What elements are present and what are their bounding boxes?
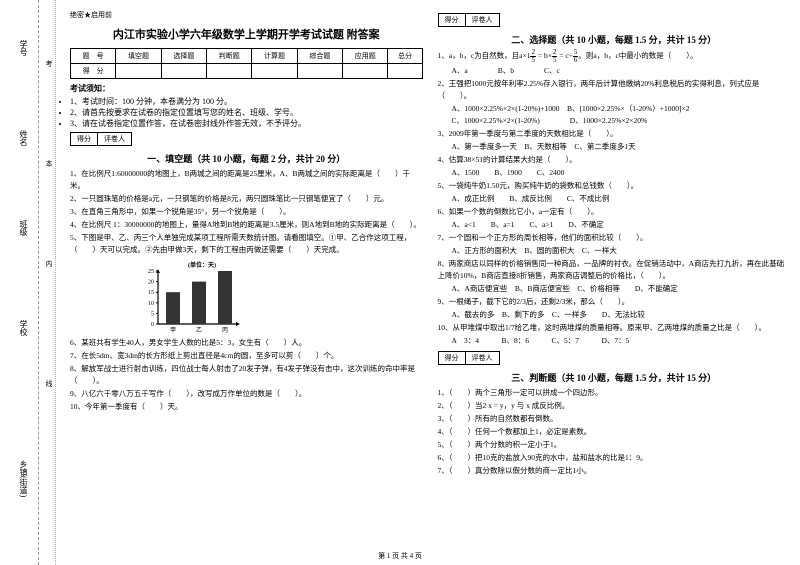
svg-text:20: 20 bbox=[148, 280, 154, 286]
opts: A、正方形的面积大 B、圆的面积大 C、一样大 bbox=[452, 245, 791, 257]
q: 4、估算38×51的计算结果大约是（ ）。 bbox=[438, 154, 791, 166]
q: 9、八亿六千零八万五千写作（ ），改写成万作单位的数是（ ）。 bbox=[70, 388, 423, 400]
seal-char: 本 bbox=[44, 160, 54, 167]
notice-item: 3、请在试卷指定位置作答，在试卷密封线外作答无效，不予评分。 bbox=[70, 118, 423, 129]
exam-title: 内江市实验小学六年级数学上学期开学考试试题 附答案 bbox=[70, 26, 423, 42]
q: 10、从甲堆煤中取出1/7给乙堆，这时两堆煤的质量相等。原来甲、乙两堆煤的质量之… bbox=[438, 322, 791, 334]
margin-label: 姓名 bbox=[18, 130, 29, 146]
q: 2、（ ）当2 x = y，y 与 x 成反比例。 bbox=[438, 400, 791, 412]
opts: A、A商店便宜些 B、B商店便宜些 C、价格相等 D、不能确定 bbox=[452, 283, 791, 295]
q: 7、（ ）真分数除以假分数的商一定比1小。 bbox=[438, 465, 791, 477]
q: 8、解放军战士进行射击训练，四位战士每人射击了20发子弹，有4发子弹没有击中，这… bbox=[70, 363, 423, 387]
q: 3、2009年第一季度与第二季度的天数相比是（ ）。 bbox=[438, 128, 791, 140]
page-footer: 第 1 页 共 4 页 bbox=[0, 551, 800, 561]
score-header-row: 题 号 填空题 选择题 判断题 计算题 综合题 应用题 总分 bbox=[71, 49, 423, 64]
q: 7、在长5dm、宽3dm的长方形纸上剪出直径是4cm的圆，至多可以剪（ ）个。 bbox=[70, 350, 423, 362]
svg-text:5: 5 bbox=[151, 311, 154, 317]
q: 8、两家商店以同样的价格销售同一种商品，一品牌的衬衣。在促销活动中，A商店先打九… bbox=[438, 258, 791, 282]
fold-line bbox=[38, 0, 39, 565]
score-label: 得分 bbox=[71, 133, 98, 145]
q: 5、一袋纯牛奶1.50元，购买纯牛奶的袋数和总钱数（ ）。 bbox=[438, 180, 791, 192]
opts: A、a B、b C、c bbox=[452, 65, 791, 77]
section-1-title: 一、填空题（共 10 小题，每题 2 分，共计 20 分） bbox=[70, 152, 423, 165]
opts: A、截去的多 B、剩下的多 C、一样多 D、无法比较 bbox=[452, 309, 791, 321]
q: 10、今年第一季度有（ ）天。 bbox=[70, 401, 423, 413]
margin-label: 学校 bbox=[18, 320, 29, 336]
th: 计算题 bbox=[252, 49, 297, 64]
q: 6、某班共有学生40人，男女学生人数的比是5：3，女生有（ ）人。 bbox=[70, 337, 423, 349]
q: 5、下图是甲、乙、丙三个人单独完成某项工程所需天数统计图。请看图填空。①甲、乙合… bbox=[70, 232, 423, 256]
grader-label: 评卷人 bbox=[466, 14, 499, 26]
right-column: 得分 评卷人 二、选择题（共 10 小题，每题 1.5 分，共计 15 分） 1… bbox=[438, 10, 791, 478]
svg-text:25: 25 bbox=[148, 269, 154, 275]
q: 2、王强把1000元按年利率2.25%存入银行，两年后计算他缴纳20%利息税后的… bbox=[438, 78, 791, 102]
svg-text:(单位：天): (单位：天) bbox=[188, 261, 216, 269]
th: 填空题 bbox=[116, 49, 161, 64]
section-3-title: 三、判断题（共 10 小题，每题 1.5 分，共计 15 分） bbox=[438, 371, 791, 384]
svg-text:10: 10 bbox=[148, 301, 154, 307]
q: 4、（ ）任何一个数都加上1，必定是素数。 bbox=[438, 426, 791, 438]
opts: A、1500 B、1900 C、2400 bbox=[452, 167, 791, 179]
secret-label: 绝密★启用前 bbox=[70, 10, 423, 20]
notice-list: 1、考试时间：100 分钟，本卷满分为 100 分。 2、请首先按要求在试卷的指… bbox=[70, 96, 423, 129]
section-2-title: 二、选择题（共 10 小题，每题 1.5 分，共计 15 分） bbox=[438, 33, 791, 46]
seal-char: 线 bbox=[44, 380, 54, 387]
binding-margin: 学号 姓名 班级 学校 乡镇(街道) bbox=[8, 0, 38, 565]
notice-heading: 考试须知： bbox=[70, 83, 423, 94]
svg-text:甲: 甲 bbox=[170, 327, 176, 334]
seal-line bbox=[55, 0, 56, 565]
left-column: 绝密★启用前 内江市实验小学六年级数学上学期开学考试试题 附答案 题 号 填空题… bbox=[70, 10, 423, 478]
q: 1、（ ）两个三角形一定可以拼成一个四边形。 bbox=[438, 387, 791, 399]
score-label: 得分 bbox=[439, 352, 466, 364]
opts: A、第一季度多一天 B、天数相等 C、第二季度多1天 bbox=[452, 141, 791, 153]
td: 得 分 bbox=[71, 64, 116, 79]
notice-item: 2、请首先按要求在试卷的指定位置填写您的姓名、班级、学号。 bbox=[70, 107, 423, 118]
section-score-bar: 得分 评卷人 bbox=[438, 13, 500, 27]
bar-chart: (单位：天) 25 20 15 10 5 0 甲 乙 丙 bbox=[130, 259, 240, 334]
th: 选择题 bbox=[161, 49, 206, 64]
margin-label: 乡镇(街道) bbox=[18, 460, 29, 497]
section-score-bar: 得分 评卷人 bbox=[438, 351, 500, 365]
q: 3、（ ）所有的自然数都有倒数。 bbox=[438, 413, 791, 425]
opts: A 3：4 B、8：6 C、5：7 D、7：5 bbox=[452, 335, 791, 347]
th: 应用题 bbox=[343, 49, 388, 64]
notice-item: 1、考试时间：100 分钟，本卷满分为 100 分。 bbox=[70, 96, 423, 107]
score-table: 题 号 填空题 选择题 判断题 计算题 综合题 应用题 总分 得 分 bbox=[70, 48, 423, 79]
grader-label: 评卷人 bbox=[466, 352, 499, 364]
seal-char: 内 bbox=[44, 260, 54, 267]
q: 9、一根绳子，截下它的2/3后，还剩2/3米，那么（ ）。 bbox=[438, 296, 791, 308]
th: 题 号 bbox=[71, 49, 116, 64]
opts: A、a<1 B、a=1 C、a>1 D、不确定 bbox=[452, 219, 791, 231]
q: 1、a，b，c为自然数，且a×125 = b×25 = c÷56。则a，b，c中… bbox=[438, 49, 791, 64]
opts: A、成正比例 B、成反比例 C、不成比例 bbox=[452, 193, 791, 205]
seal-char: 考 bbox=[44, 60, 54, 67]
score-value-row: 得 分 bbox=[71, 64, 423, 79]
margin-label: 班级 bbox=[18, 220, 29, 236]
svg-text:15: 15 bbox=[148, 290, 154, 296]
q: 6、如果一个数的倒数比它小，a一定有（ ）。 bbox=[438, 206, 791, 218]
q: 6、（ ）把10克的盐放入90克的水中，盐和盐水的比是1：9。 bbox=[438, 452, 791, 464]
th: 判断题 bbox=[207, 49, 252, 64]
q: 7、一个圆和一个正方形的周长相等，他们的面积比较（ ）。 bbox=[438, 232, 791, 244]
th: 综合题 bbox=[297, 49, 342, 64]
svg-text:丙: 丙 bbox=[222, 327, 228, 334]
q: 4、在比例尺 1：30000000的地图上，量得A地到B地的距离是3.5厘米，则… bbox=[70, 219, 423, 231]
opts: A、1000×2.25%×2×(1-20%)+1000 B、[1000×2.25… bbox=[452, 103, 791, 127]
margin-label: 学号 bbox=[18, 40, 29, 56]
svg-text:乙: 乙 bbox=[196, 327, 202, 334]
section-score-bar: 得分 评卷人 bbox=[70, 132, 132, 146]
q: 2、一只圆珠笔的价格是a元，一只钢笔的价格是8元，两只圆珠笔比一只钢笔便宜了（ … bbox=[70, 193, 423, 205]
q: 1、在比例尺1:60000000的地图上，B两城之间的距离是25厘米，A、B两城… bbox=[70, 168, 423, 192]
grader-label: 评卷人 bbox=[98, 133, 131, 145]
q: 3、在直角三角形中，如果一个锐角是35°，另一个锐角是（ ）。 bbox=[70, 206, 423, 218]
q: 5、（ ）两个分数的积一定小于1。 bbox=[438, 439, 791, 451]
page-content: 绝密★启用前 内江市实验小学六年级数学上学期开学考试试题 附答案 题 号 填空题… bbox=[0, 0, 800, 488]
th: 总分 bbox=[388, 49, 422, 64]
score-label: 得分 bbox=[439, 14, 466, 26]
svg-text:0: 0 bbox=[151, 322, 154, 328]
